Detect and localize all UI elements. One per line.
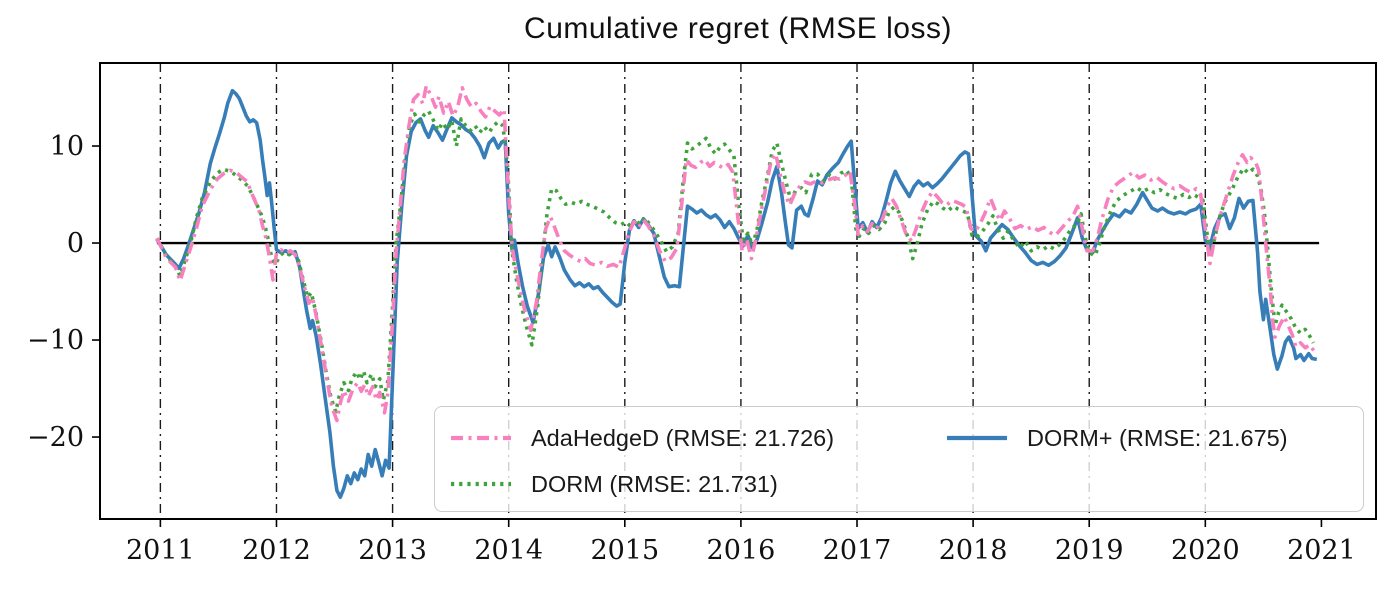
chart-title: Cumulative regret (RMSE loss) xyxy=(524,12,952,45)
y-tick-label: −20 xyxy=(27,422,84,453)
x-tick-label: 2014 xyxy=(474,535,543,566)
x-tick-label: 2015 xyxy=(590,535,659,566)
y-tick-label: 0 xyxy=(67,228,84,259)
x-tick-label: 2013 xyxy=(358,535,427,566)
legend-column-2: DORM+ (RMSE: 21.675) xyxy=(945,415,1353,461)
x-tick-label: 2019 xyxy=(1055,535,1124,566)
x-tick-label: 2021 xyxy=(1287,535,1356,566)
x-tick-label: 2012 xyxy=(242,535,311,566)
legend-label-dorm: DORM (RMSE: 21.731) xyxy=(531,470,778,497)
legend-label-adahedged: AdaHedgeD (RMSE: 21.726) xyxy=(531,424,835,451)
y-tick-label: 10 xyxy=(50,131,84,162)
x-axis: 2011 2012 2013 2014 2015 2016 2017 2018 2019 2020… xyxy=(126,519,1356,566)
x-tick-label: 2016 xyxy=(707,535,776,566)
legend-column-1: AdaHedgeD (RMSE: 21.726) DORM (RMSE: 21.… xyxy=(449,415,945,507)
legend-item-dormplus: DORM+ (RMSE: 21.675) xyxy=(945,415,1353,461)
legend-box: AdaHedgeD (RMSE: 21.726) DORM (RMSE: 21.… xyxy=(434,406,1364,512)
legend-item-adahedged: AdaHedgeD (RMSE: 21.726) xyxy=(449,415,945,461)
solid-line-icon xyxy=(947,435,1007,441)
x-tick-label: 2020 xyxy=(1171,535,1240,566)
dotted-line-icon xyxy=(451,481,511,487)
y-axis: −20 −10 0 10 xyxy=(27,131,100,453)
dashdot-line-icon xyxy=(451,435,511,441)
x-tick-label: 2017 xyxy=(823,535,892,566)
plot-border xyxy=(99,62,1377,520)
x-tick-label: 2011 xyxy=(126,535,195,566)
y-tick-label: −10 xyxy=(27,325,84,356)
legend-label-dormplus: DORM+ (RMSE: 21.675) xyxy=(1027,424,1288,451)
series-dorm xyxy=(155,109,1315,414)
legend-item-dorm: DORM (RMSE: 21.731) xyxy=(449,461,945,507)
series-dormplus xyxy=(155,88,1318,499)
series-adahedged xyxy=(155,84,1316,423)
x-tick-label: 2018 xyxy=(939,535,1008,566)
